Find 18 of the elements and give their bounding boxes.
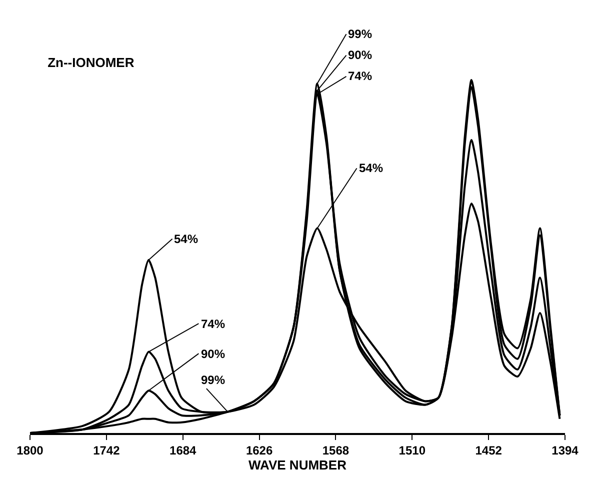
text: 54% xyxy=(359,161,384,175)
x-tick-label: 1800 xyxy=(16,443,44,458)
text: 99% xyxy=(348,27,372,41)
x-tick-label: 1742 xyxy=(93,443,120,458)
x-tick-label: 1684 xyxy=(170,443,197,458)
x-tick-label: 1452 xyxy=(475,443,502,458)
x-tick-label: 1394 xyxy=(552,443,579,458)
chart-title: Zn--IONOMER xyxy=(48,55,135,70)
x-tick-label: 1510 xyxy=(398,443,426,458)
text: 74% xyxy=(348,69,372,83)
x-tick-label: 1568 xyxy=(322,443,350,458)
x-axis-title: WAVE NUMBER xyxy=(248,457,348,472)
x-tick-label: 1626 xyxy=(246,443,273,458)
text: 99% xyxy=(201,373,226,387)
text: 74% xyxy=(201,317,226,331)
text: 54% xyxy=(174,232,198,246)
text: 90% xyxy=(348,48,372,62)
text: 90% xyxy=(201,347,226,361)
